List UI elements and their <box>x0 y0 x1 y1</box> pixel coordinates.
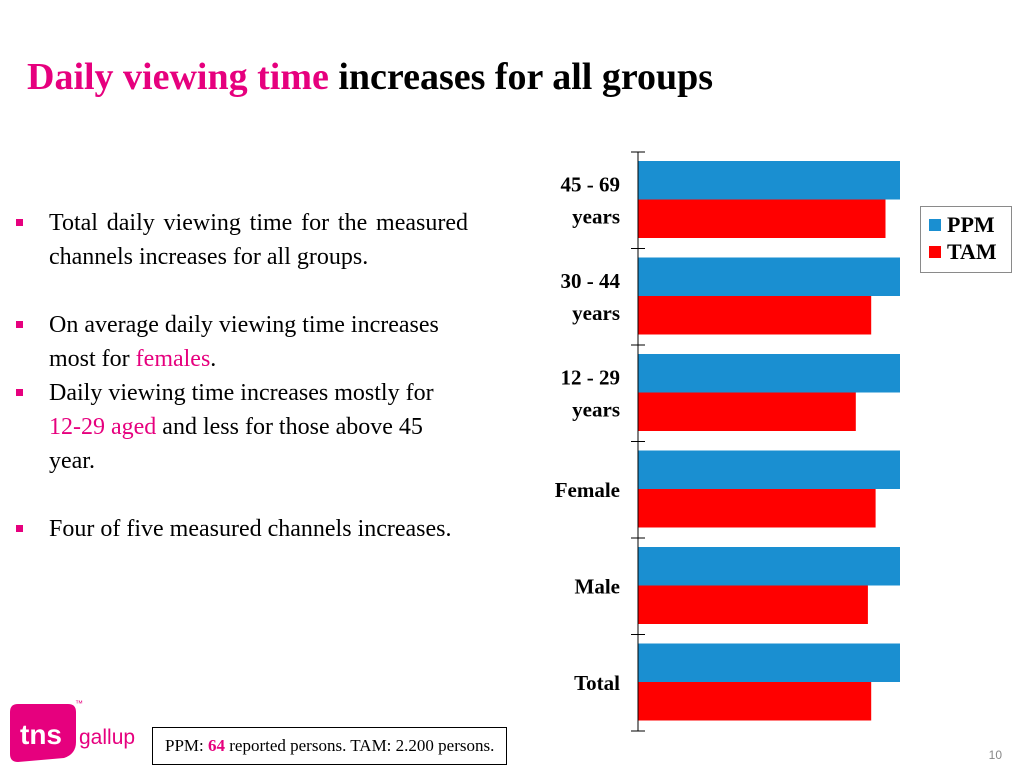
bar-tam-1 <box>638 296 872 335</box>
bar-ppm-1 <box>638 257 900 296</box>
bar-tam-3 <box>638 489 876 528</box>
category-label-2: 12 - 29 years <box>561 365 621 421</box>
bar-tam-4 <box>638 585 868 624</box>
bar-tam-0 <box>638 199 886 238</box>
legend-swatch-tam <box>929 246 941 258</box>
bullet-text: and less for those above 45 year. <box>49 414 423 474</box>
footnote-text: reported persons. TAM: 2.200 persons. <box>225 736 495 755</box>
slide-title: Daily viewing time increases for all gro… <box>27 55 713 99</box>
category-label-0: 45 - 69 years <box>561 172 621 228</box>
category-label-1: 30 - 44 years <box>561 269 621 325</box>
bullet-text: On average daily viewing time increases … <box>49 312 439 372</box>
bar-ppm-5 <box>638 643 900 682</box>
legend-label: TAM <box>947 239 997 264</box>
category-label-4: Male <box>575 574 620 598</box>
category-label-3: Female <box>555 478 620 502</box>
bullet-text: Total daily viewing time for the measure… <box>49 210 468 270</box>
bullet-text: Daily viewing time increases mostly for <box>49 380 434 406</box>
bullet-square-icon <box>16 321 23 328</box>
bullet-item: Four of five measured channels increases… <box>16 512 468 546</box>
bar-ppm-2 <box>638 354 900 393</box>
category-label-5: Total <box>574 671 620 695</box>
bullet-text: . <box>210 346 217 372</box>
logo-brand: tns <box>20 719 62 750</box>
logo-tm: ™ <box>75 699 83 708</box>
bullet-item: On average daily viewing time increases … <box>16 308 468 376</box>
bullet-list: Total daily viewing time for the measure… <box>16 206 468 546</box>
page-number: 10 <box>988 748 1002 762</box>
highlight-text: 12-29 aged <box>49 414 157 440</box>
bar-ppm-4 <box>638 547 900 586</box>
bar-tam-5 <box>638 682 872 721</box>
bar-ppm-0 <box>638 161 900 200</box>
legend-item-ppm: PPM <box>929 212 995 238</box>
bullet-square-icon <box>16 389 23 396</box>
bullet-square-icon <box>16 525 23 532</box>
highlight-text: females <box>135 346 211 372</box>
title-accent: Daily viewing time <box>27 56 329 98</box>
logo-sub: gallup <box>79 726 135 749</box>
footnote-value: 64 <box>208 736 225 755</box>
footnote-box: PPM: 64 reported persons. TAM: 2.200 per… <box>152 727 508 765</box>
bullet-item: Total daily viewing time for the measure… <box>16 206 468 274</box>
legend-label: PPM <box>947 212 995 237</box>
bar-chart: 45 - 69 years 30 - 44 years 12 - 29 years Fema… <box>555 151 900 732</box>
bar-ppm-3 <box>638 450 900 489</box>
tns-gallup-logo: tns gallup ™ <box>10 699 135 762</box>
legend-swatch-ppm <box>929 219 941 231</box>
chart-legend: PPM TAM <box>920 206 1012 273</box>
legend-item-tam: TAM <box>929 239 997 265</box>
title-rest: increases for all groups <box>338 56 714 98</box>
footnote-text: PPM: <box>165 736 208 755</box>
bullet-text: Four of five measured channels increases… <box>49 516 452 542</box>
bullet-item: Daily viewing time increases mostly for … <box>16 376 468 478</box>
bullet-square-icon <box>16 219 23 226</box>
bar-tam-2 <box>638 392 856 431</box>
